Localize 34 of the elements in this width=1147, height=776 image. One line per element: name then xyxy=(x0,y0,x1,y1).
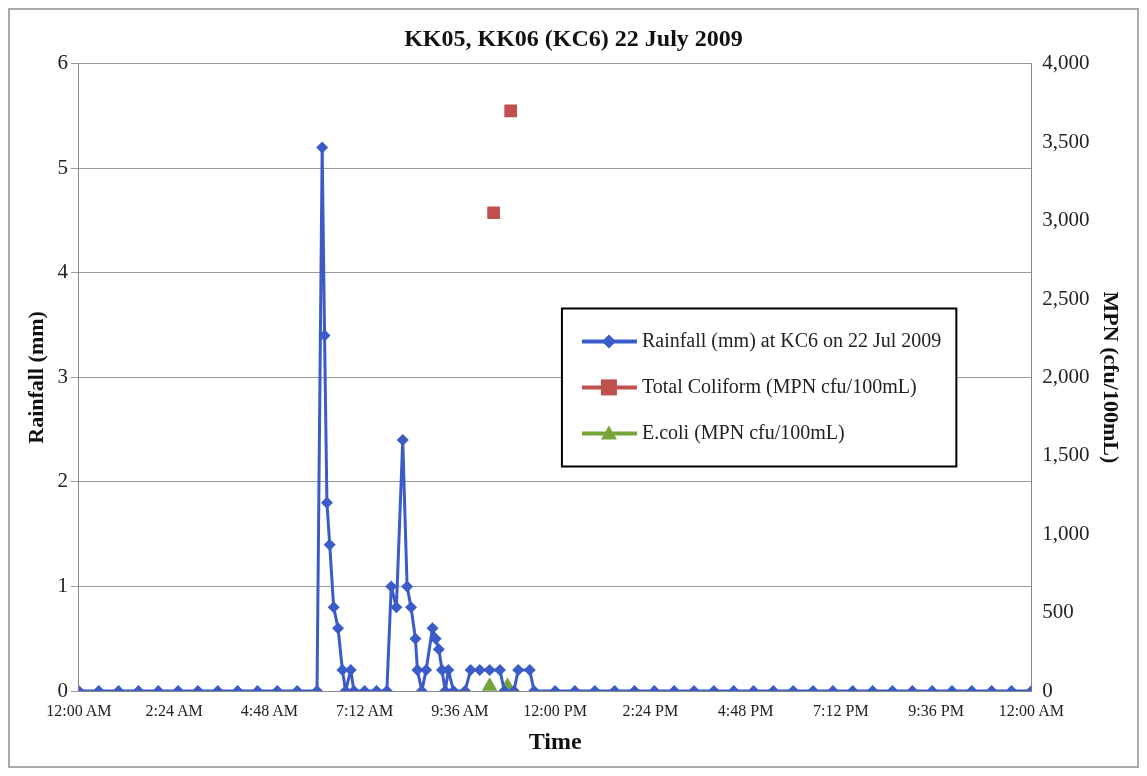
x-tick-label: 12:00 AM xyxy=(998,701,1065,719)
y2-tick-label: 3,500 xyxy=(1042,128,1090,153)
x-tick-label: 4:48 AM xyxy=(240,701,299,719)
y2-axis-title: MPN (cfu/100mL) xyxy=(1099,291,1125,464)
y2-tick-label: 1,000 xyxy=(1042,520,1090,545)
x-tick-label: 7:12 AM xyxy=(335,701,394,719)
y-axis-title: Rainfall (mm) xyxy=(22,311,48,444)
x-tick-label: 12:00 AM xyxy=(46,701,112,719)
x-tick-label: 9:36 AM xyxy=(431,701,489,719)
y2-tick-label: 500 xyxy=(1042,599,1074,624)
x-tick-label: 9:36 PM xyxy=(908,701,964,719)
chart-title: KK05, KK06 (KC6) 22 July 2009 xyxy=(404,24,743,51)
y2-tick-label: 3,000 xyxy=(1042,207,1090,232)
legend-label: Rainfall (mm) at KC6 on 22 Jul 2009 xyxy=(641,328,942,352)
y-tick-label: 2 xyxy=(57,468,68,493)
x-tick-label: 4:48 PM xyxy=(717,701,774,719)
x-tick-label: 12:00 PM xyxy=(523,701,587,719)
legend-label: E.coli (MPN cfu/100mL) xyxy=(641,420,845,444)
y-tick-label: 5 xyxy=(57,154,68,179)
y2-tick-label: 4,000 xyxy=(1042,50,1090,75)
x-tick-label: 7:12 PM xyxy=(813,701,869,719)
y-tick-label: 4 xyxy=(57,259,69,284)
y2-tick-label: 1,500 xyxy=(1042,442,1090,467)
y-tick-label: 1 xyxy=(57,572,68,597)
y-tick-label: 0 xyxy=(57,677,68,702)
y2-tick-label: 0 xyxy=(1042,677,1053,702)
x-tick-label: 2:24 AM xyxy=(145,701,203,719)
y2-tick-label: 2,500 xyxy=(1042,285,1090,310)
y-tick-label: 6 xyxy=(57,50,68,75)
x-axis-title: Time xyxy=(528,727,582,754)
y2-tick-label: 2,000 xyxy=(1042,363,1090,388)
x-tick-label: 2:24 PM xyxy=(622,701,679,719)
y-tick-label: 3 xyxy=(57,363,68,388)
legend-label: Total Coliform (MPN cfu/100mL) xyxy=(641,374,917,398)
